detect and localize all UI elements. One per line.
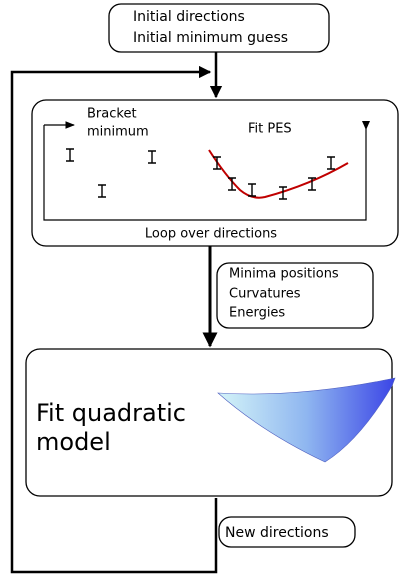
box-text: Curvatures — [229, 287, 301, 302]
quadratic-surface — [217, 377, 396, 463]
loop-line — [43, 125, 367, 221]
label: Fit PES — [248, 122, 292, 137]
box-text: model — [36, 428, 111, 456]
box-text: Energies — [229, 306, 285, 321]
loop-box — [31, 99, 399, 247]
start-box — [108, 3, 330, 53]
label: Bracket — [87, 107, 137, 122]
fit-curve — [208, 149, 349, 199]
model-box — [25, 348, 393, 497]
box-text: Fit quadratic — [36, 399, 186, 427]
box-text: Initial minimum guess — [133, 30, 288, 46]
new-directions-box — [218, 516, 356, 548]
box-text: Minima positions — [229, 267, 339, 282]
box-text: Initial directions — [133, 9, 245, 25]
box-text: New directions — [225, 525, 329, 541]
caption: Loop over directions — [145, 227, 277, 242]
error-bars — [66, 148, 335, 200]
loop-arrowhead — [362, 121, 370, 130]
feedback-arrow — [10, 65, 218, 574]
outputs-box — [216, 262, 374, 329]
label: minimum — [87, 125, 149, 140]
